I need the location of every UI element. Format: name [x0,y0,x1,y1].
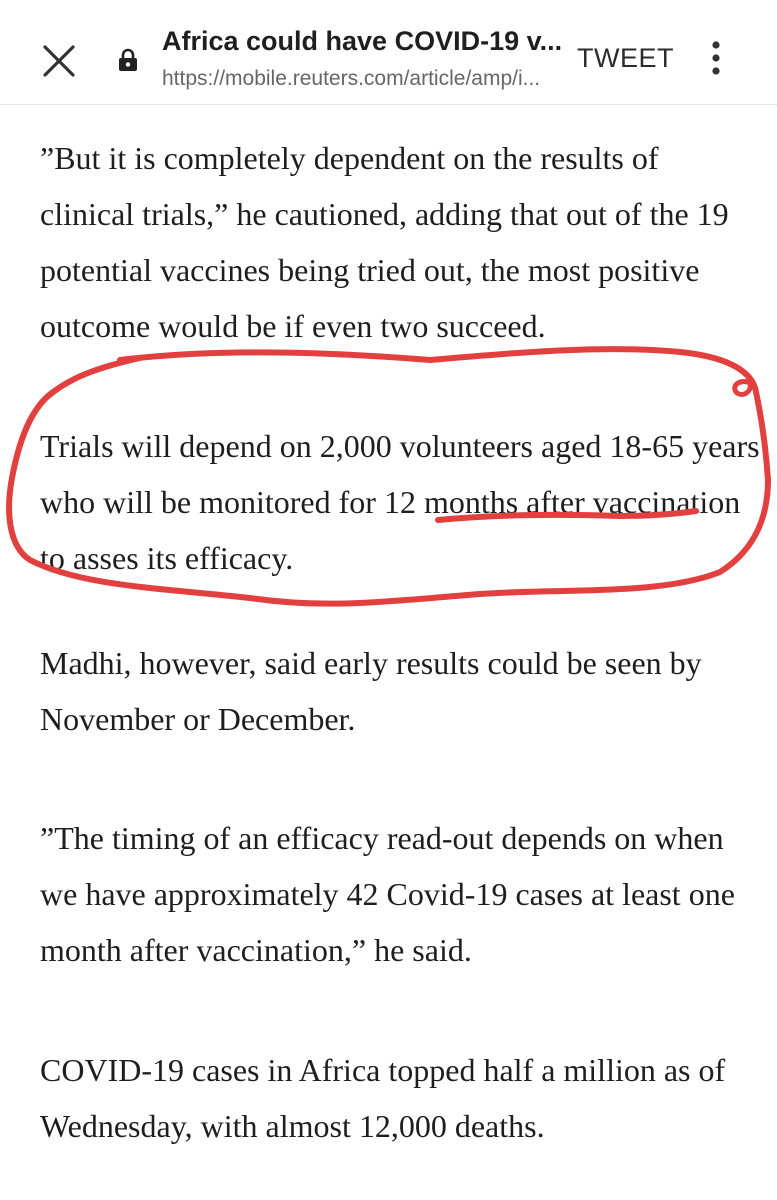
article-paragraph: Madhi, however, said early results could… [40,645,702,737]
more-vert-icon[interactable] [702,38,730,78]
page-title: Africa could have COVID-19 v... [162,26,563,56]
close-button[interactable] [36,38,82,84]
circle-annotation-tail [732,379,753,397]
article-paragraph-highlighted: Trials will depend on 2,000 volunteers a… [40,428,760,576]
article-paragraph: COVID-19 cases in Africa topped half a m… [40,1052,726,1144]
article-paragraph: ”But it is completely dependent on the r… [40,140,729,344]
lock-icon [119,48,137,71]
browser-toolbar: Africa could have COVID-19 v... https://… [0,0,777,105]
tweet-button[interactable]: TWEET [577,43,674,73]
page-url[interactable]: https://mobile.reuters.com/article/amp/i… [162,67,541,90]
close-icon [43,45,75,77]
article-paragraph: ”The timing of an efficacy read-out depe… [40,820,735,968]
